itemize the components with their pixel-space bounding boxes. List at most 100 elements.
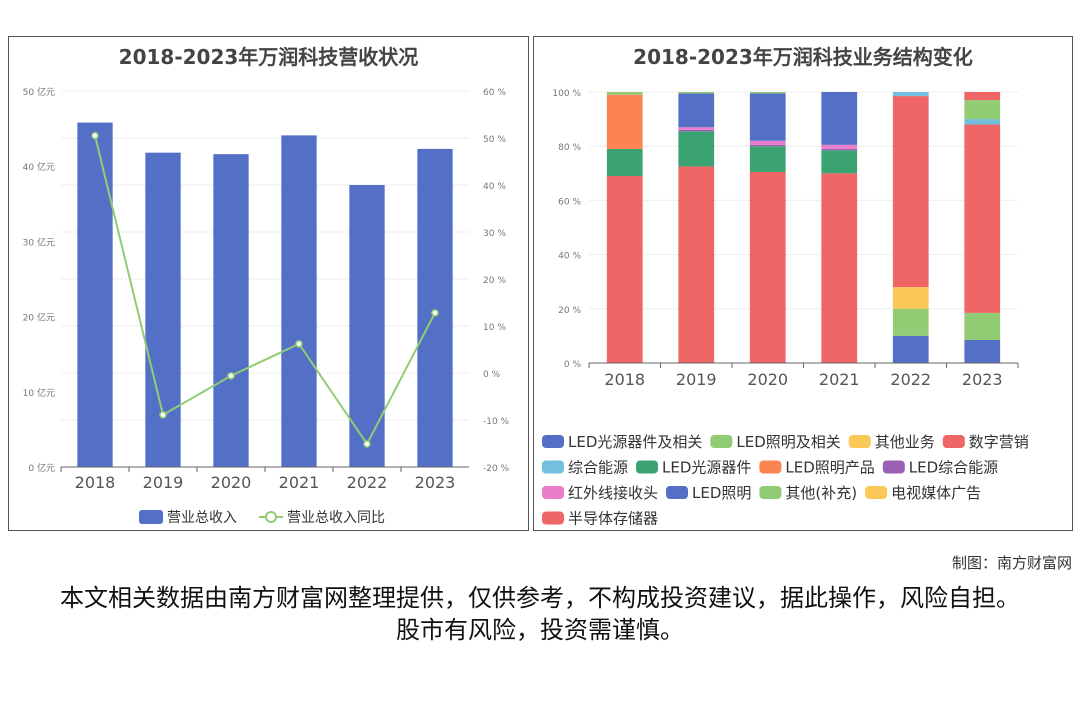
legend-label: 其他业务 (875, 433, 935, 451)
bar-segment-2018 (606, 94, 643, 149)
legend-label: LED照明 (692, 484, 751, 502)
bar-segment-2021 (821, 144, 858, 149)
legend-swatch (542, 486, 564, 499)
y-tick-label: 10 亿元 (23, 387, 55, 399)
bar-segment-2020 (749, 146, 786, 172)
y-tick-label: 0 亿元 (28, 462, 55, 474)
bar-2021 (281, 135, 317, 468)
y-tick-label: 50 亿元 (23, 86, 55, 98)
growth-point-2022 (363, 440, 371, 448)
growth-point-2020 (227, 372, 235, 380)
growth-point-2021 (295, 340, 303, 348)
y-tick-label: 60 % (558, 197, 581, 207)
legend-swatch (542, 435, 564, 448)
bar-segment-2023 (964, 339, 1001, 363)
legend-label: LED照明及相关 (736, 433, 840, 451)
x-tick-label: 2021 (279, 473, 320, 492)
y-tick-label: 100 % (552, 89, 581, 99)
legend-label: 电视媒体广告 (891, 484, 981, 502)
x-tick-label: 2018 (75, 473, 116, 492)
bar-segment-2022 (892, 287, 929, 309)
bar-2023 (417, 148, 453, 467)
bar-segment-2022 (892, 96, 929, 288)
y-tick-label: 20 亿元 (23, 312, 55, 324)
structure-chart: 0 % 20 % 40 % 60 % 80 % 100 % 2018 2019 2020 2021… (542, 89, 1029, 528)
legend-swatch (710, 435, 733, 448)
y-tick-label: 40 % (558, 252, 581, 262)
bar-segment-2023 (964, 119, 1001, 125)
bar-segment-2019 (678, 127, 715, 130)
legend-label: 其他(补充) (785, 484, 857, 502)
x-tick-label: 2023 (962, 370, 1003, 389)
chart-title: 2018-2023年万润科技营收状况 (118, 45, 419, 69)
bar-segment-2021 (821, 148, 858, 151)
y-tick-label: 40 亿元 (23, 161, 55, 173)
legend-swatch (666, 486, 689, 499)
legend-label: LED照明产品 (785, 459, 874, 477)
bar-segment-2018 (606, 148, 643, 177)
x-tick-label: 2020 (747, 370, 788, 389)
legend-swatch-revenue (139, 510, 163, 524)
bar-segment-2022 (892, 335, 929, 363)
legend-label: 营业总收入 (167, 510, 237, 526)
legend-swatch (542, 511, 564, 525)
revenue-chart-panel: 2018-2023年万润科技营收状况 0 亿元 10 亿元 20 亿元 30 亿元 40… (8, 36, 529, 531)
legend-swatch (542, 460, 564, 474)
legend-swatch (882, 460, 905, 474)
bar-segment-2019 (678, 166, 715, 363)
bar-segment-2019 (678, 92, 715, 94)
legend-label: 红外线接收头 (568, 484, 658, 502)
bar-segment-2020 (749, 92, 786, 94)
bar-segment-2020 (749, 140, 786, 145)
bar-segment-2019 (678, 93, 715, 128)
bar-segment-2022 (892, 308, 929, 336)
bar-segment-2021 (821, 92, 858, 145)
y2-tick-label: 50 % (483, 135, 506, 145)
bar-segment-2019 (678, 131, 715, 167)
x-tick-label: 2022 (890, 370, 931, 389)
legend-label: LED光源器件及相关 (568, 433, 702, 451)
bar-segment-2019 (678, 129, 715, 132)
bar-segment-2023 (964, 100, 1001, 120)
growth-point-2018 (91, 131, 99, 140)
x-tick-label: 2022 (347, 473, 388, 492)
y-tick-label: 80 % (558, 143, 581, 153)
x-tick-label: 2019 (676, 370, 717, 389)
legend-swatch-growth-dot (265, 511, 277, 523)
chart-credit: 制图：南方财富网 (951, 554, 1072, 572)
x-tick-label: 2021 (819, 370, 860, 389)
bar-segment-2023 (964, 92, 1001, 101)
legend-label: LED综合能源 (909, 459, 998, 477)
legend-swatch (636, 460, 659, 474)
bar-segment-2021 (821, 150, 858, 174)
y2-tick-label: 60 % (483, 88, 506, 98)
y2-tick-label: -10 % (483, 417, 510, 427)
legend-label: 数字营销 (969, 433, 1029, 451)
legend-label: 半导体存储器 (568, 510, 658, 528)
x-tick-label: 2019 (143, 473, 184, 492)
bar-segment-2023 (964, 124, 1001, 313)
legend-swatch (759, 486, 782, 499)
y2-tick-label: 20 % (483, 276, 506, 286)
y2-tick-label: 40 % (483, 182, 506, 192)
y-tick-label: 30 亿元 (23, 236, 55, 248)
bar-segment-2023 (964, 312, 1001, 340)
legend-label: 营业总收入同比 (287, 510, 385, 526)
legend-label: 综合能源 (568, 459, 628, 477)
y2-tick-label: 10 % (483, 323, 506, 333)
bar-segment-2020 (749, 93, 786, 141)
y-tick-label: 0 % (564, 360, 582, 370)
disclaimer: 本文相关数据由南方财富网整理提供，仅供参考，不构成投资建议，据此操作，风险自担。… (60, 584, 1020, 644)
revenue-chart: 0 亿元 10 亿元 20 亿元 30 亿元 40 亿元 50 亿元 -20 % -10 % 0… (23, 86, 510, 526)
growth-line (94, 135, 436, 446)
legend-swatch (848, 435, 871, 448)
y2-tick-label: 0 % (483, 370, 501, 380)
x-tick-label: 2020 (211, 473, 252, 492)
bar-2018 (77, 122, 113, 468)
bar-segment-2021 (821, 173, 858, 363)
growth-point-2019 (159, 411, 167, 419)
x-tick-label: 2018 (604, 370, 645, 389)
legend-swatch (759, 460, 782, 474)
x-tick-label: 2023 (415, 473, 456, 492)
legend-swatch (942, 435, 965, 448)
